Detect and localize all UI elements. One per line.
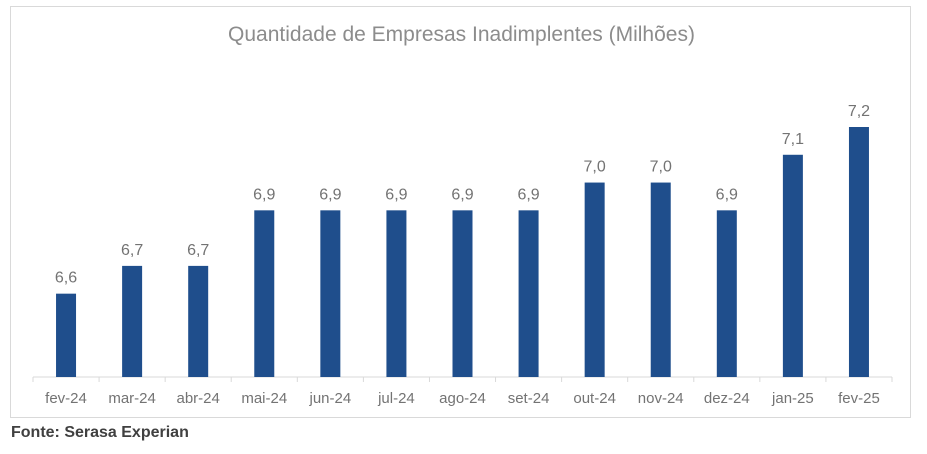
bar-mai-24 <box>254 210 275 377</box>
data-label: 7,0 <box>650 159 672 176</box>
source-note: Fonte: Serasa Experian <box>11 424 189 441</box>
data-label: 6,9 <box>517 186 539 203</box>
x-tick-label: jun-24 <box>308 390 351 407</box>
x-tick-label: jul-24 <box>377 390 415 407</box>
chart-title: Quantidade de Empresas Inadimplentes (Mi… <box>228 23 695 46</box>
data-label: 6,9 <box>716 186 738 203</box>
x-tick-label: set-24 <box>508 390 550 407</box>
chart-container: Quantidade de Empresas Inadimplentes (Mi… <box>10 6 911 418</box>
bar-ago-24 <box>452 210 473 377</box>
x-tick-label: fev-25 <box>838 390 880 407</box>
x-tick-label: ago-24 <box>439 390 486 407</box>
bar-dez-24 <box>716 210 737 377</box>
bar-nov-24 <box>650 182 671 377</box>
data-label: 6,9 <box>319 186 341 203</box>
bar-out-24 <box>584 182 605 377</box>
x-tick-label: dez-24 <box>704 390 750 407</box>
data-label: 6,6 <box>55 270 77 287</box>
bar-abr-24 <box>188 265 209 377</box>
data-label: 7,1 <box>782 131 804 148</box>
data-label: 6,9 <box>385 186 407 203</box>
bar-fev-24 <box>56 293 77 377</box>
data-label: 6,9 <box>253 186 275 203</box>
x-tick-label: fev-24 <box>45 390 87 407</box>
x-tick-label: mar-24 <box>108 390 156 407</box>
bar-chart: 6,6 fev-24 6,7 mar-24 6,7 abr-24 6,9 mai-24 6,9 j… <box>32 103 893 407</box>
x-tick-label: mai-24 <box>241 390 287 407</box>
data-label: 6,7 <box>121 242 143 259</box>
data-label: 6,9 <box>451 186 473 203</box>
bar-set-24 <box>518 210 539 377</box>
x-tick-label: out-24 <box>573 390 616 407</box>
bar-fev-25 <box>848 127 869 377</box>
bar-jun-24 <box>320 210 341 377</box>
data-label: 7,2 <box>848 103 870 120</box>
x-tick-label: nov-24 <box>638 390 684 407</box>
bar-mar-24 <box>122 265 143 377</box>
data-label: 6,7 <box>187 242 209 259</box>
x-tick-label: jan-25 <box>771 390 814 407</box>
x-tick-label: abr-24 <box>177 390 220 407</box>
bar-jan-25 <box>782 154 803 377</box>
data-label: 7,0 <box>584 159 606 176</box>
bar-jul-24 <box>386 210 407 377</box>
